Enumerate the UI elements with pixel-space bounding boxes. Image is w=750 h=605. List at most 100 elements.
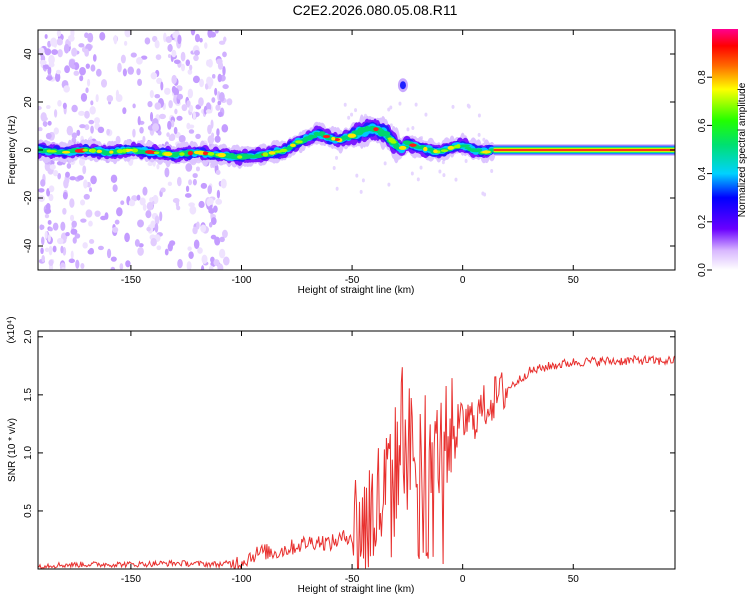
- noise-speckle: [221, 124, 229, 133]
- noise-speckle: [68, 258, 76, 264]
- ridge-hotspot: [295, 140, 303, 144]
- noise-speckle: [211, 97, 216, 103]
- noise-speckle: [88, 220, 93, 227]
- noise-speckle: [62, 191, 68, 200]
- noise-speckle: [79, 66, 86, 76]
- ridge-hotspot: [82, 148, 89, 152]
- noise-speckle: [216, 189, 221, 199]
- ridge-hotspot: [187, 151, 194, 156]
- noise-speckle: [77, 175, 84, 181]
- noise-speckle: [65, 231, 70, 237]
- noise-speckle: [159, 211, 163, 222]
- ridge-hotspot: [61, 150, 71, 154]
- noise-speckle: [181, 104, 188, 112]
- noise-speckle: [208, 222, 213, 228]
- spectrogram-ylabel: Frequency (Hz): [7, 116, 18, 185]
- noise-speckle: [95, 94, 99, 103]
- noise-speckle: [90, 125, 94, 134]
- noise-speckle: [389, 123, 393, 128]
- noise-speckle: [347, 115, 351, 120]
- noise-speckle: [184, 193, 192, 198]
- noise-speckle: [132, 103, 136, 109]
- noise-speckle: [150, 220, 156, 229]
- noise-speckle: [159, 113, 166, 120]
- noise-speckle: [149, 111, 154, 122]
- noise-speckle: [110, 266, 116, 270]
- noise-speckle: [71, 47, 78, 57]
- noise-speckle: [75, 259, 80, 269]
- noise-speckle: [57, 172, 62, 180]
- noise-speckle: [70, 250, 74, 259]
- noise-speckle: [350, 112, 354, 117]
- noise-speckle: [207, 61, 213, 66]
- spectrogram-panel: -150 -100 -50 0 50 -40 -20 0 20 40 Height of stra…: [7, 29, 676, 296]
- ridge-hotspot: [237, 155, 243, 159]
- noise-speckle: [63, 85, 70, 93]
- noise-speckle: [154, 222, 159, 233]
- noise-speckle: [70, 228, 78, 235]
- ridge-cell: [310, 135, 318, 139]
- spectrogram-xtick-label: 0: [460, 275, 466, 286]
- ridge-hotspot: [262, 152, 269, 157]
- noise-speckle: [196, 221, 200, 230]
- snr-series-line: [38, 354, 675, 569]
- noise-speckle: [87, 32, 94, 43]
- noise-speckle: [222, 65, 226, 76]
- noise-speckle: [147, 100, 153, 108]
- noise-speckle: [172, 31, 178, 39]
- ridge-hotspot: [207, 151, 215, 156]
- noise-speckle: [66, 163, 72, 169]
- noise-speckle: [219, 236, 225, 243]
- noise-speckle: [167, 120, 172, 130]
- noise-speckle: [217, 73, 222, 83]
- noise-speckle: [419, 165, 423, 170]
- noise-speckle: [45, 203, 51, 211]
- noise-speckle: [119, 263, 124, 270]
- noise-speckle: [223, 36, 227, 43]
- noise-speckle: [44, 208, 52, 214]
- noise-speckle: [84, 110, 90, 119]
- noise-speckle: [438, 169, 442, 174]
- noise-speckle: [57, 100, 62, 107]
- noise-speckle: [168, 100, 173, 109]
- noise-speckle: [205, 109, 212, 114]
- noise-speckle: [125, 260, 131, 268]
- noise-speckle: [335, 186, 339, 191]
- noise-speckle: [165, 36, 172, 44]
- noise-speckle: [198, 97, 204, 107]
- noise-speckle: [192, 178, 197, 186]
- ridge-cell: [460, 144, 471, 148]
- noise-speckle: [112, 226, 119, 233]
- noise-speckle: [41, 236, 45, 246]
- noise-speckle: [106, 94, 114, 103]
- noise-speckle: [139, 197, 146, 206]
- noise-speckle: [147, 161, 154, 167]
- noise-speckle: [40, 247, 44, 255]
- noise-speckle: [63, 43, 70, 54]
- noise-speckle: [200, 224, 207, 233]
- noise-speckle: [84, 124, 90, 131]
- noise-speckle: [66, 125, 74, 136]
- ridge-hotspot: [268, 151, 276, 155]
- noise-speckle: [41, 116, 48, 121]
- noise-speckle: [38, 47, 45, 55]
- ridge-hotspot: [447, 146, 454, 150]
- snr-xlabel: Height of straight line (km): [298, 584, 415, 595]
- noise-speckle: [92, 54, 97, 62]
- noise-speckle: [174, 108, 178, 115]
- noise-speckle: [193, 239, 200, 250]
- noise-speckle: [71, 132, 78, 139]
- noise-speckle: [43, 64, 50, 70]
- noise-speckle: [188, 179, 193, 186]
- noise-speckle: [56, 237, 64, 245]
- noise-speckle: [96, 68, 102, 77]
- noise-speckle: [199, 78, 204, 88]
- ridge-hotspot: [454, 145, 459, 149]
- noise-speckle: [168, 134, 175, 141]
- noise-speckle: [76, 129, 81, 137]
- noise-speckle: [207, 30, 213, 39]
- noise-speckle: [100, 215, 107, 221]
- noise-speckle: [127, 66, 135, 75]
- noise-speckle: [173, 59, 181, 65]
